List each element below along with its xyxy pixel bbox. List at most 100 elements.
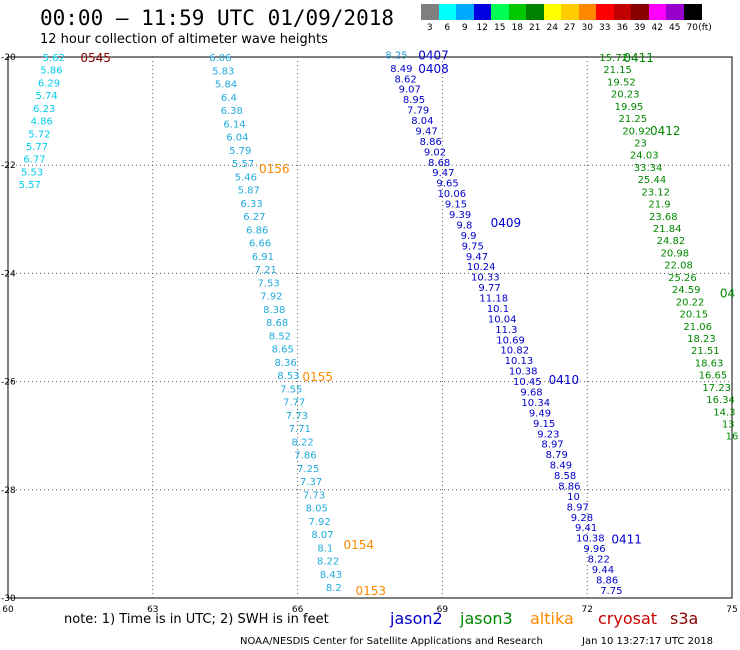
wave-height-label: 8.68 (428, 158, 450, 169)
wave-height-label: 9.39 (449, 210, 471, 221)
y-tick-label: -24 (1, 269, 16, 279)
wave-height-label: 10.45 (513, 377, 542, 388)
wave-height-label: 20.98 (660, 248, 689, 259)
wave-height-label: 9.49 (529, 408, 551, 419)
pass-time-label: 0411 (623, 51, 654, 65)
wave-height-label: 9.68 (520, 388, 542, 399)
wave-height-label: 6.38 (221, 106, 243, 117)
wave-height-label: 5.72 (28, 129, 50, 140)
wave-height-label: 5.86 (40, 66, 62, 77)
wave-height-label: 7.25 (297, 464, 319, 475)
satellite-altika: altika (530, 609, 574, 628)
wave-height-label: 5.57 (232, 159, 254, 170)
wave-height-label: 8.62 (394, 74, 416, 85)
pass-time-label: 0155 (302, 370, 333, 384)
wave-height-label: 16.65 (699, 371, 728, 382)
footnote: note: 1) Time is in UTC; 2) SWH is in fe… (64, 612, 329, 627)
wave-height-label: 25.44 (638, 175, 667, 186)
wave-height-label: 14.3 (713, 407, 735, 418)
wave-height-label: 5.83 (212, 66, 234, 77)
y-tick-label: -26 (1, 378, 16, 388)
scale-swatch (648, 4, 667, 20)
wave-height-label: 17.23 (702, 383, 731, 394)
wave-height-label: 9.23 (537, 429, 559, 440)
wave-height-label: 20.15 (680, 310, 709, 321)
wave-height-label: 8.22 (588, 555, 610, 566)
wave-height-label: 21.15 (603, 65, 632, 76)
wave-height-label: 23.68 (649, 212, 678, 223)
wave-height-label: 5.79 (229, 146, 251, 157)
wave-height-label: 15.72 (599, 53, 628, 64)
wave-height-label: 7.53 (257, 278, 279, 289)
pass-time-label: 0411 (611, 532, 642, 546)
wave-height-label: 8.95 (403, 95, 425, 106)
scale-swatch (613, 4, 632, 20)
pass-time-label: 0153 (356, 584, 387, 598)
wave-height-label: 18.23 (687, 334, 716, 345)
wave-height-label: 24.59 (672, 285, 701, 296)
x-tick-label: 69 (437, 605, 449, 615)
pass-time-label: 0154 (343, 538, 374, 552)
wave-height-label: 8.05 (306, 504, 328, 515)
wave-height-label: 8.49 (390, 64, 412, 75)
pass-time-label: 0409 (491, 216, 522, 230)
color-scale-legend: 3 6 9 12 15 18 21 24 27 30 33 36 39 42 45 70 (ft) (421, 4, 729, 36)
plot-frame (7, 56, 733, 599)
wave-height-label: 5.74 (35, 91, 57, 102)
wave-height-label: 10 (567, 492, 580, 503)
wave-height-label: 7.55 (280, 384, 302, 395)
wave-height-label: 21.51 (691, 346, 720, 357)
wave-height-label: 10.24 (467, 262, 496, 273)
wave-height-label: 16.34 (706, 395, 735, 406)
wave-height-label: 6.27 (243, 212, 265, 223)
wave-height-label: 20.23 (611, 90, 640, 101)
satellite-s3a: s3a (670, 609, 699, 628)
pass-time-label: 0407 (418, 48, 449, 62)
wave-height-label: 19.95 (615, 102, 644, 113)
wave-height-label: 8.25 (385, 50, 407, 61)
wave-height-label: 7.73 (286, 411, 308, 422)
scale-label: 70 (686, 23, 698, 33)
scale-label: 33 (599, 23, 611, 33)
wave-height-label: 8.1 (317, 543, 333, 554)
wave-height-label: 8.58 (554, 471, 576, 482)
wave-height-label: 8.86 (420, 137, 442, 148)
wave-height-label: 21.84 (653, 224, 682, 235)
scale-swatch (508, 4, 527, 20)
wave-height-label: 5.77 (26, 142, 48, 153)
wave-height-label: 18.63 (695, 358, 724, 369)
wave-height-label: 9.96 (583, 544, 605, 555)
wave-height-label: 24.03 (630, 151, 659, 162)
scale-label: 6 (444, 23, 451, 33)
wave-height-label: 8.43 (320, 570, 342, 581)
wave-height-label: 16 (726, 432, 739, 443)
scale-swatch (683, 4, 702, 20)
wave-height-label: 8.22 (291, 437, 313, 448)
scale-swatch (456, 4, 474, 20)
wave-height-label: 7.92 (308, 517, 330, 528)
wave-height-label: 8.49 (550, 461, 572, 472)
scale-label: 27 (564, 23, 576, 33)
y-tick-label: -22 (1, 161, 16, 171)
satellite-jason2: jason2 (390, 609, 443, 628)
wave-height-label: 11.3 (495, 325, 517, 336)
y-tick-label: -28 (1, 486, 16, 496)
scale-swatch (438, 4, 457, 20)
wave-height-label: 9.15 (533, 419, 555, 430)
timestamp: Jan 10 13:27:17 UTC 2018 (582, 636, 714, 647)
wave-height-label: 9.28 (571, 513, 593, 524)
wave-height-label: 8.04 (411, 116, 433, 127)
wave-height-label: 9.15 (445, 200, 467, 211)
scale-label: 30 (581, 23, 593, 33)
x-tick-label: 75 (726, 605, 737, 615)
chart-title: 00:00 – 11:59 UTC 01/09/2018 (40, 6, 395, 30)
wave-height-label: 6.04 (226, 133, 248, 144)
scale-swatch (491, 4, 509, 20)
x-tick-label: 60 (2, 605, 14, 615)
wave-height-label: 5.53 (21, 167, 43, 178)
pass-time-label: 0156 (259, 162, 290, 176)
pass-time-label: 0545 (80, 51, 111, 65)
wave-height-label: 6.33 (240, 199, 262, 210)
wave-height-label: 8.2 (326, 583, 342, 594)
scale-label: 39 (634, 23, 646, 33)
